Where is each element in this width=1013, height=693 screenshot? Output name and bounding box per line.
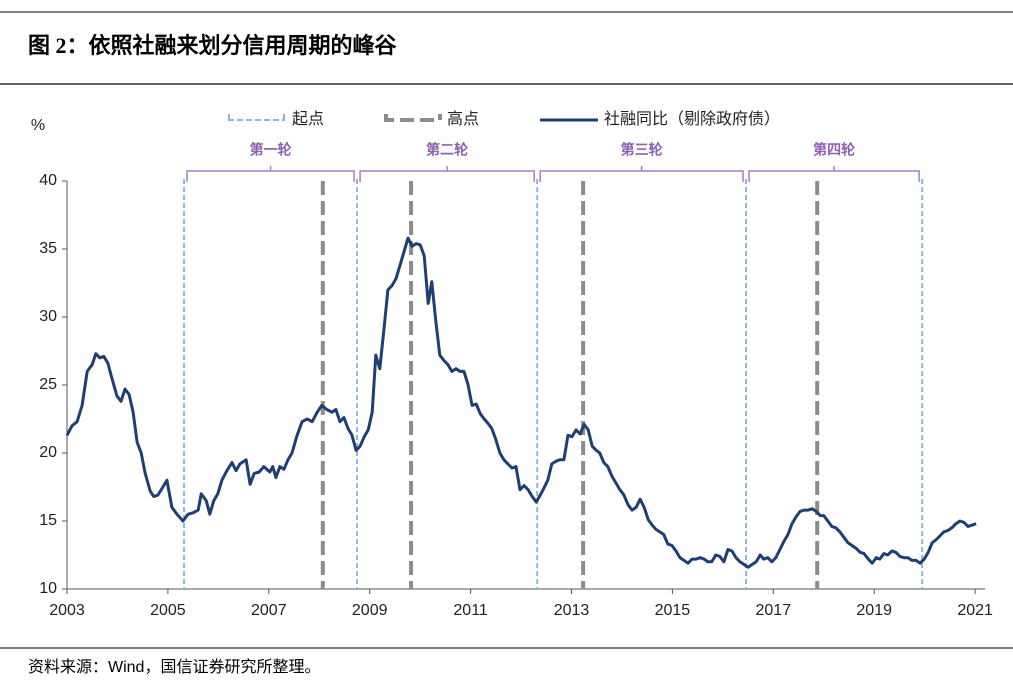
x-tick-label: 2007 bbox=[251, 602, 287, 619]
round-bracket bbox=[748, 166, 920, 182]
round-bracket bbox=[539, 166, 744, 182]
round-label: 第二轮 bbox=[426, 142, 468, 158]
chart: % 10 15 20 25 30 35 40 2003 2005 2007 2009 2011 2013 2… bbox=[31, 110, 993, 619]
y-tick-label: 40 bbox=[39, 172, 57, 189]
y-tick-label: 20 bbox=[39, 444, 57, 461]
x-tick-label: 2003 bbox=[49, 602, 85, 619]
x-tick-label: 2005 bbox=[150, 602, 186, 619]
y-tick-label: 15 bbox=[39, 512, 57, 529]
round-label: 第三轮 bbox=[621, 142, 663, 158]
x-tick-label: 2017 bbox=[756, 602, 792, 619]
legend-label: 社融同比（剔除政府债） bbox=[604, 110, 780, 128]
y-tick-label: 30 bbox=[39, 308, 57, 325]
round-label: 第四轮 bbox=[813, 142, 855, 158]
y-tick-label: 35 bbox=[39, 240, 57, 257]
legend-label: 起点 bbox=[292, 110, 324, 128]
series-line bbox=[65, 236, 977, 569]
x-tick-label: 2015 bbox=[655, 602, 691, 619]
y-axis-label: % bbox=[31, 117, 45, 134]
x-tick-label: 2009 bbox=[352, 602, 388, 619]
x-tick-label: 2013 bbox=[554, 602, 590, 619]
x-tick-label: 2021 bbox=[957, 602, 993, 619]
round-label: 第一轮 bbox=[250, 142, 292, 158]
legend-peak-swatch bbox=[384, 114, 442, 122]
x-tick-label: 2019 bbox=[856, 602, 892, 619]
round-bracket bbox=[186, 166, 355, 182]
page-title: 图 2：依照社融来划分信用周期的峰谷 bbox=[28, 33, 398, 58]
source-note: 资料来源：Wind，国信证券研究所整理。 bbox=[28, 658, 320, 676]
x-tick-label: 2011 bbox=[453, 602, 488, 619]
legend-label: 高点 bbox=[447, 110, 479, 128]
y-tick-label: 10 bbox=[39, 580, 57, 597]
round-bracket bbox=[359, 166, 535, 182]
y-tick-label: 25 bbox=[39, 376, 57, 393]
